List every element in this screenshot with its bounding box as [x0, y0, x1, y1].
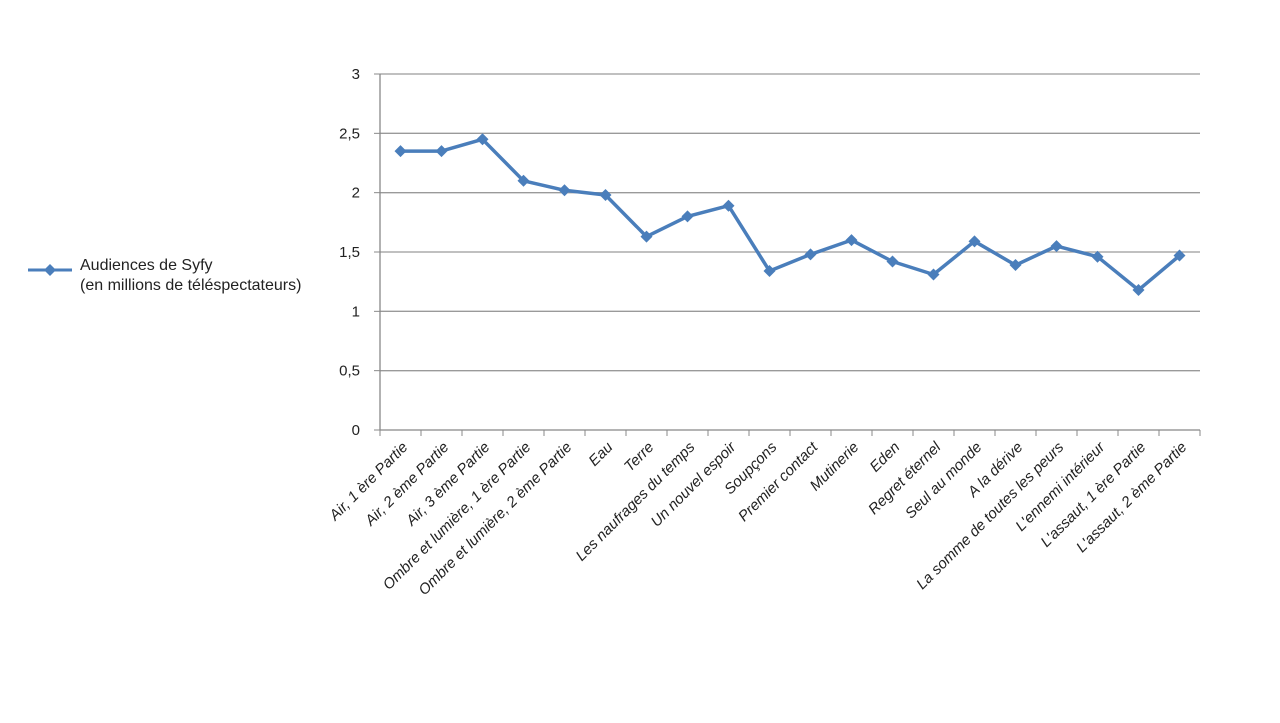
y-tick-label: 1,5: [339, 244, 360, 261]
series-line: [400, 137, 1181, 292]
data-point-marker: [968, 235, 981, 248]
data-point-marker: [804, 248, 817, 261]
legend: Audiences de Syfy (en millions de télésp…: [28, 256, 301, 296]
y-tick-labels: 0 0,5 1 1,5 2 2,5 3: [339, 66, 360, 439]
data-point-marker: [681, 210, 694, 223]
data-point-marker: [476, 133, 489, 146]
data-point-marker: [722, 199, 735, 212]
y-tick-label: 2: [352, 185, 360, 202]
data-point-marker: [517, 174, 530, 187]
data-point-marker: [1132, 283, 1145, 296]
data-point-marker: [435, 145, 448, 158]
data-point-marker: [1050, 240, 1063, 253]
x-tick-label: Eau: [585, 438, 616, 469]
axes: [374, 73, 1201, 436]
x-tick-label: Eden: [867, 439, 904, 476]
legend-label-line-1: Audiences de Syfy: [80, 257, 213, 274]
y-tick-label: 2,5: [339, 125, 360, 142]
y-tick-label: 1: [352, 303, 360, 320]
data-point-marker: [640, 230, 653, 243]
legend-label-line-2: (en millions de téléspectateurs): [80, 277, 302, 294]
data-point-marker: [1009, 259, 1022, 272]
data-point-marker: [927, 268, 940, 281]
gridlines: [380, 73, 1200, 372]
y-tick-label: 3: [352, 66, 360, 83]
data-point-marker: [394, 145, 407, 158]
x-tick-label: Terre: [621, 439, 657, 475]
series-layer: [394, 133, 1186, 296]
data-point-marker: [1091, 250, 1104, 263]
legend-line-marker-icon: [28, 256, 72, 276]
data-point-marker: [1173, 249, 1186, 262]
y-tick-label: 0,5: [339, 363, 360, 380]
data-point-marker: [845, 234, 858, 247]
data-point-marker: [763, 264, 776, 277]
data-point-marker: [599, 189, 612, 202]
data-point-marker: [558, 184, 571, 197]
legend-label: Audiences de Syfy (en millions de télésp…: [80, 256, 301, 296]
y-tick-label: 0: [352, 422, 360, 439]
data-point-marker: [886, 255, 899, 268]
